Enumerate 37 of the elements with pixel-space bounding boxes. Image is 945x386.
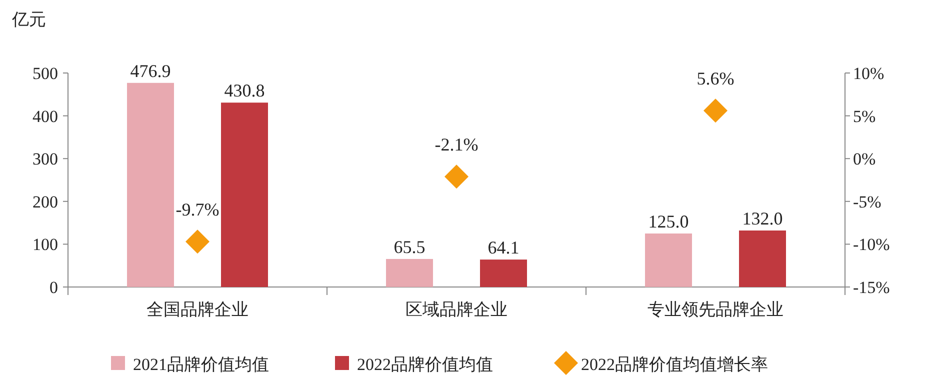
bar (386, 258, 433, 287)
y-tick-label: 200 (32, 192, 58, 212)
data-label: 65.5 (394, 236, 426, 257)
x-tick-label: 全国品牌企业 (146, 300, 248, 319)
bar (480, 260, 527, 287)
point (704, 98, 728, 123)
y-tick-label: 500 (32, 64, 58, 83)
x-tick-label: 区域品牌企业 (406, 300, 508, 319)
data-label: -9.7% (176, 200, 220, 220)
x-tick-label: 专业领先品牌企业 (648, 300, 784, 319)
legend-label: 2021品牌价值均值 (133, 355, 269, 374)
y-tick-label: 0 (50, 278, 58, 297)
data-label: 132.0 (742, 208, 783, 229)
bar (127, 82, 174, 287)
bar (739, 230, 786, 287)
data-label: 64.1 (488, 238, 520, 258)
y2-tick-label: -10% (853, 235, 890, 254)
y-tick-label: 300 (32, 150, 58, 169)
point (444, 164, 468, 189)
data-label: -2.1% (434, 134, 478, 155)
data-label: 476.9 (130, 60, 171, 81)
bar (221, 102, 268, 287)
y-axis-title: 亿元 (11, 10, 46, 29)
y2-tick-label: 0% (853, 150, 876, 169)
y2-tick-label: -15% (853, 278, 890, 297)
y2-tick-label: -5% (853, 192, 882, 212)
data-label: 125.0 (648, 212, 689, 232)
y2-tick-label: 10% (853, 64, 884, 83)
bar (645, 234, 692, 287)
y2-tick-label: 5% (853, 106, 876, 126)
legend-label: 2022品牌价值均值增长率 (581, 355, 768, 374)
y-tick-label: 100 (32, 235, 58, 254)
legend-label: 2022品牌价值均值 (357, 355, 493, 374)
y-tick-label: 400 (32, 106, 58, 126)
point (186, 230, 210, 254)
data-label: 430.8 (224, 80, 265, 101)
data-label: 5.6% (696, 68, 734, 89)
